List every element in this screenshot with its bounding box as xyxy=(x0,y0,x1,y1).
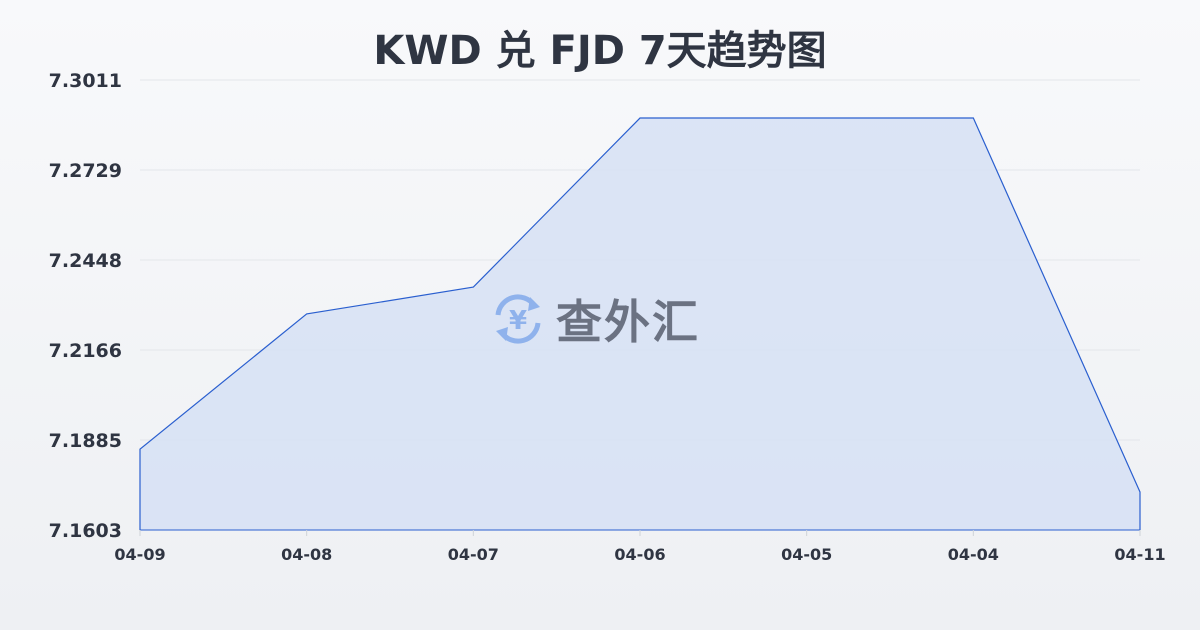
y-tick-label: 7.2729 xyxy=(49,160,122,182)
y-tick-label: 7.1603 xyxy=(49,520,122,542)
chart-title: KWD 兑 FJD 7天趋势图 xyxy=(373,28,827,74)
y-tick-label: 7.2448 xyxy=(49,250,122,272)
y-tick-label: 7.2166 xyxy=(49,340,122,362)
y-tick-label: 7.1885 xyxy=(49,430,122,452)
x-tick-label: 04-06 xyxy=(614,545,665,564)
watermark: ¥ 查外汇 xyxy=(488,286,700,352)
x-tick-label: 04-05 xyxy=(781,545,832,564)
area-fill xyxy=(140,118,1140,531)
x-tick-label: 04-04 xyxy=(948,545,999,564)
y-tick-label: 7.3011 xyxy=(49,70,122,92)
x-tick-label: 04-09 xyxy=(114,545,165,564)
x-tick-label: 04-08 xyxy=(281,545,332,564)
watermark-text: 查外汇 xyxy=(556,295,700,349)
svg-text:¥: ¥ xyxy=(509,306,527,336)
x-tick-label: 04-07 xyxy=(448,545,499,564)
x-tick-label: 04-11 xyxy=(1114,545,1165,564)
yen-exchange-icon: ¥ xyxy=(495,294,541,344)
